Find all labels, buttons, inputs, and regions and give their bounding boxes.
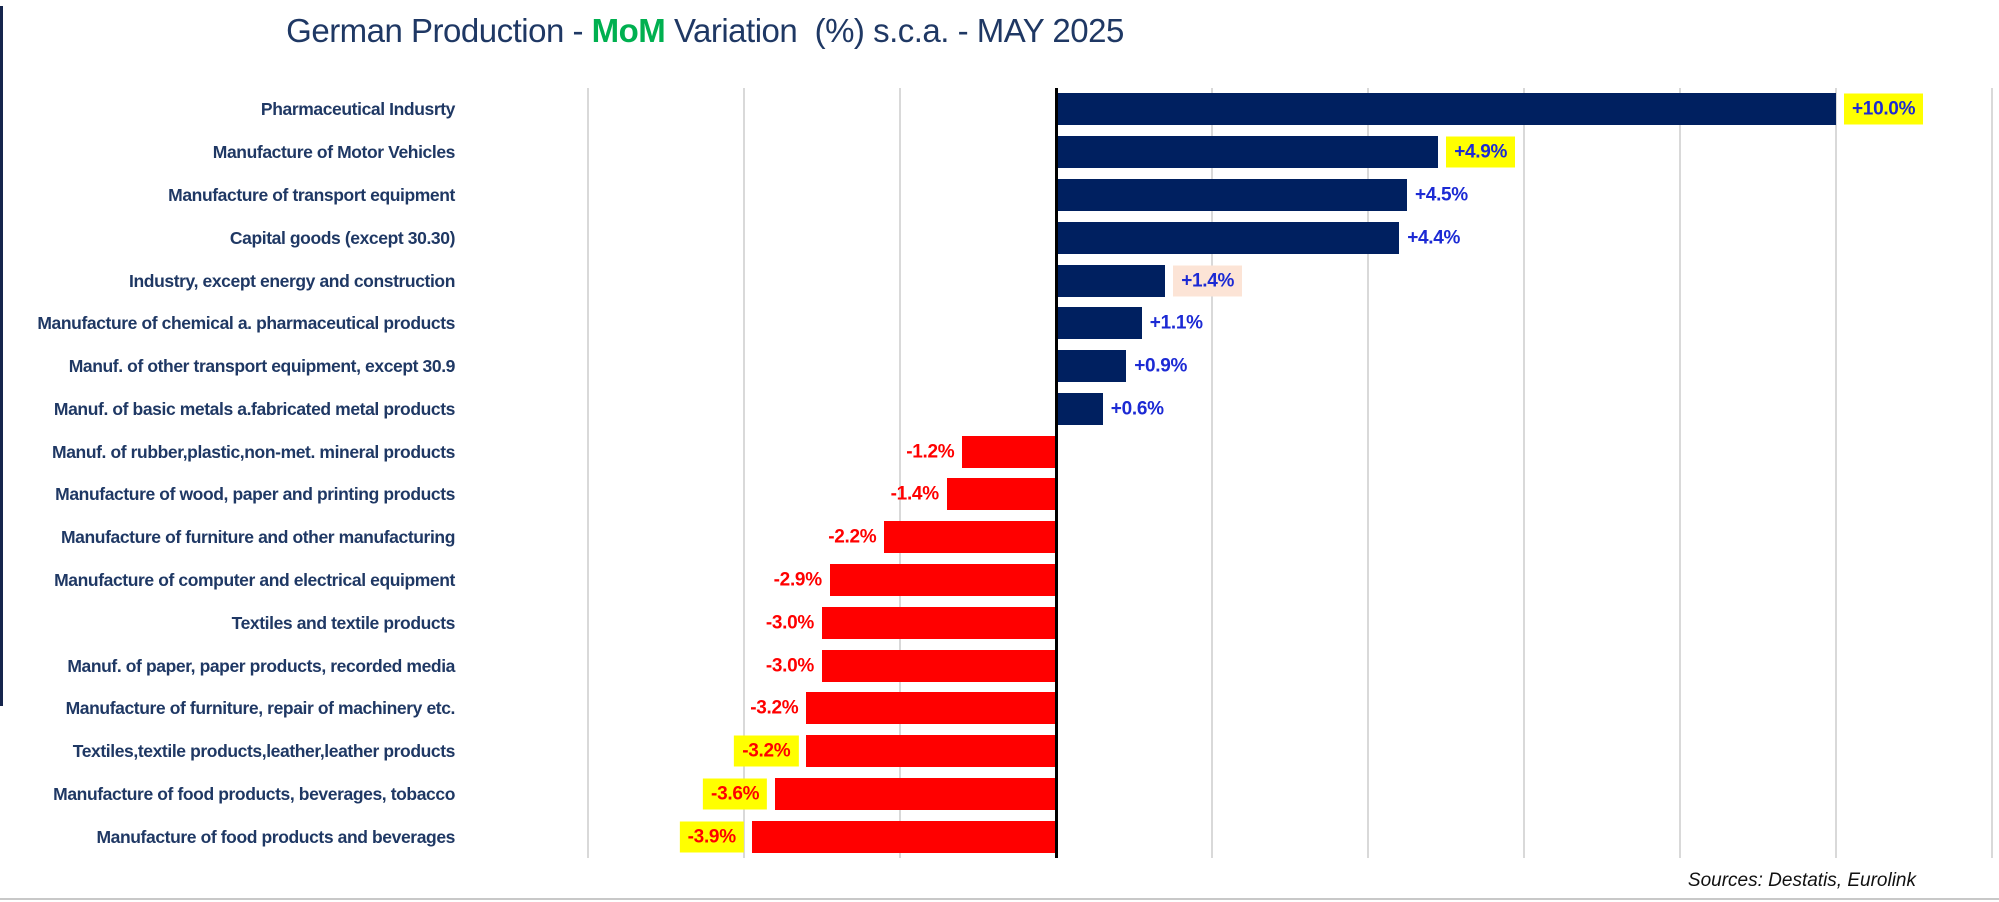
bottom-edge-border <box>0 898 1999 900</box>
bar <box>1056 178 1407 211</box>
left-edge-border <box>0 6 3 706</box>
category-label: Manuf. of paper, paper products, recorde… <box>67 655 455 676</box>
value-label: +1.1% <box>1149 312 1203 334</box>
gridline <box>1991 88 1993 858</box>
value-label: +0.9% <box>1134 355 1188 377</box>
bar <box>806 735 1056 768</box>
bar <box>822 649 1056 682</box>
gridline <box>1679 88 1681 858</box>
category-label: Capital goods (except 30.30) <box>229 227 456 248</box>
source-note: Sources: Destatis, Eurolink <box>1687 870 1916 891</box>
category-label: Manufacture of Motor Vehicles <box>212 142 456 163</box>
category-label: Manufacture of furniture and other manuf… <box>60 527 455 548</box>
value-label: +4.5% <box>1415 184 1468 206</box>
value-label: -3.0% <box>765 655 814 676</box>
value-label: +4.4% <box>1407 227 1461 249</box>
chart-title-prefix: German Production - <box>286 12 592 49</box>
chart-title-highlight: MoM <box>591 12 666 49</box>
bar <box>806 692 1056 725</box>
value-label: -3.2% <box>750 697 799 719</box>
gridline <box>1211 88 1213 858</box>
category-label: Manufacture of computer and electrical e… <box>54 569 455 590</box>
value-label: -3.2% <box>734 735 799 767</box>
value-label: -3.0% <box>765 612 814 634</box>
chart-title: German Production - MoM Variation (%) s.… <box>0 12 1410 50</box>
gridline <box>899 88 901 858</box>
value-label: -3.9% <box>679 821 744 853</box>
value-label: +1.4% <box>1173 265 1243 296</box>
category-label: Textiles,textile products,leather,leathe… <box>72 741 456 762</box>
bar <box>884 521 1056 554</box>
value-label: -1.2% <box>906 441 955 463</box>
value-label: -2.2% <box>828 526 877 548</box>
value-label: -3.6% <box>703 778 768 810</box>
bar <box>946 478 1056 511</box>
gridline <box>1835 88 1837 858</box>
zero-axis-line <box>1055 88 1058 858</box>
category-label: Manufacture of chemical a. pharmaceutica… <box>37 313 455 334</box>
bar <box>751 820 1056 853</box>
gridline <box>587 88 589 858</box>
gridline <box>1523 88 1525 858</box>
category-label: Manufacture of food products and beverag… <box>96 826 455 847</box>
category-label: Manufacture of furniture, repair of mach… <box>65 698 456 719</box>
category-label: Pharmaceutical Indusrty <box>260 99 455 120</box>
category-label: Manufacture of transport equipment <box>168 184 455 205</box>
value-label: +10.0% <box>1844 93 1924 125</box>
gridline <box>743 88 745 858</box>
bar <box>1056 264 1166 297</box>
category-label: Industry, except energy and construction <box>129 270 455 291</box>
value-label: +0.6% <box>1110 398 1164 420</box>
value-label: +4.9% <box>1446 136 1516 168</box>
category-label: Manufacture of food products, beverages,… <box>53 783 455 804</box>
bar <box>1056 93 1836 126</box>
bar <box>1056 136 1439 169</box>
bar <box>1056 392 1103 425</box>
bar <box>775 777 1056 810</box>
bar <box>1056 307 1142 340</box>
value-label: -1.4% <box>890 483 939 505</box>
chart-title-suffix: Variation (%) s.c.a. - MAY 2025 <box>665 12 1124 49</box>
bar <box>962 435 1056 468</box>
category-label: Manufacture of wood, paper and printing … <box>55 484 455 505</box>
bar <box>1056 350 1127 383</box>
value-label: -2.9% <box>773 569 822 591</box>
category-label: Manuf. of basic metals a.fabricated meta… <box>53 398 455 419</box>
bar <box>822 606 1056 639</box>
category-label: Manuf. of rubber,plastic,non-met. minera… <box>52 441 455 462</box>
gridline <box>1367 88 1369 858</box>
bar <box>829 563 1056 596</box>
category-label: Manuf. of other transport equipment, exc… <box>68 356 456 377</box>
bar <box>1056 221 1400 254</box>
category-label: Textiles and textile products <box>231 612 456 633</box>
